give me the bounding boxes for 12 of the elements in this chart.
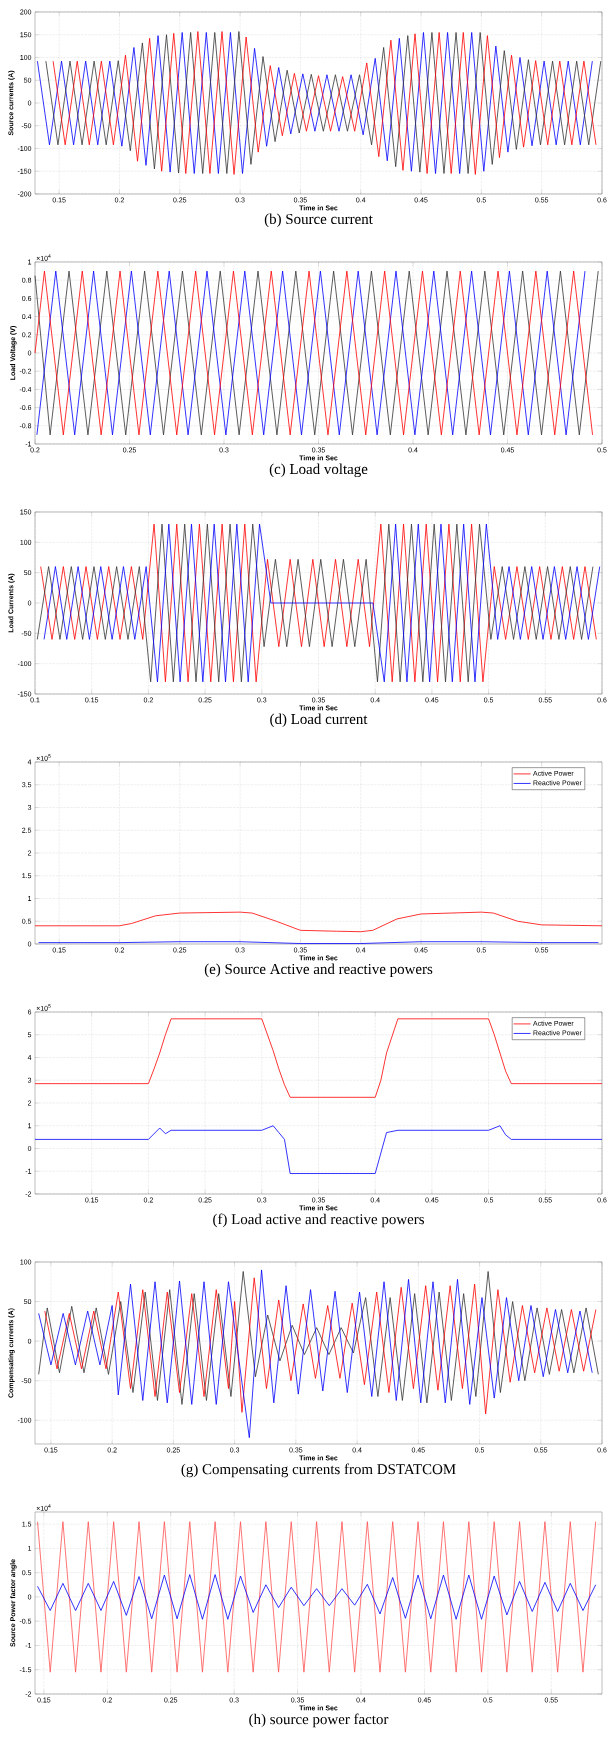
text: (b) Source current [264,213,373,228]
text: (d) Load current [270,713,368,728]
text: (e) Source Active and reactive powers [204,963,433,978]
text: (h) source power factor [249,1713,389,1728]
line-series [37,1574,597,1620]
line-series [34,1125,603,1174]
line-series [34,911,603,933]
text: (c) Load voltage [269,463,368,478]
text: (g) Compensating currents from DSTATCOM [181,1463,456,1478]
text: (f) Load active and reactive powers [213,1213,424,1228]
line-series [34,1018,603,1098]
line-series [38,1269,593,1439]
